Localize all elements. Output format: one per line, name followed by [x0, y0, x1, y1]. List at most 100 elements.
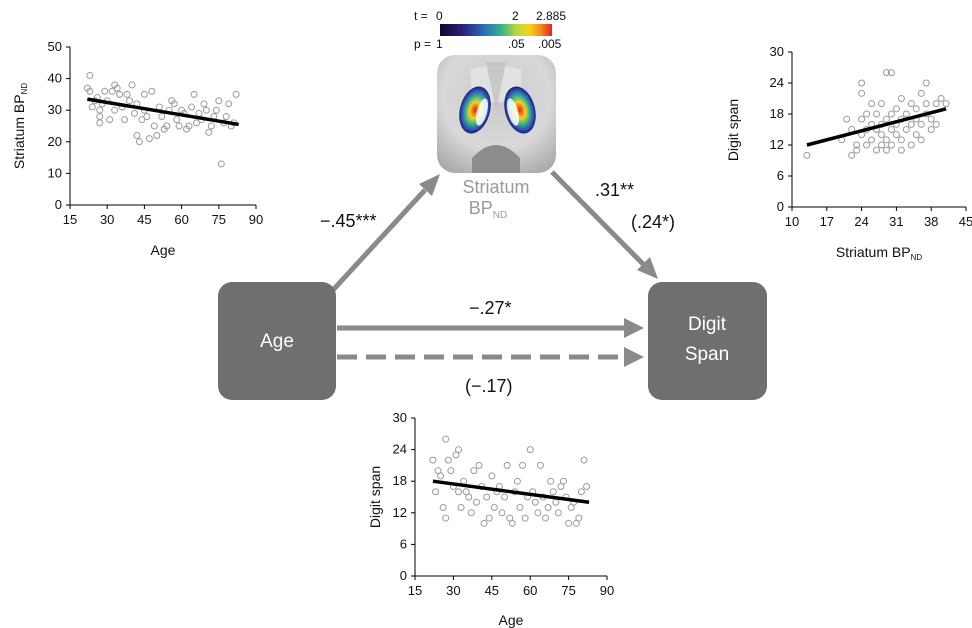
data-point	[912, 105, 920, 113]
data-point	[175, 122, 183, 130]
data-point	[853, 146, 861, 154]
data-point	[583, 482, 591, 490]
data-point	[912, 131, 920, 139]
data-point	[917, 136, 925, 144]
data-point	[190, 90, 198, 98]
data-point	[937, 95, 945, 102]
data-point	[577, 488, 585, 496]
data-point	[200, 100, 208, 108]
data-point	[892, 105, 900, 113]
data-point	[483, 493, 491, 501]
node-age-label: Age	[260, 331, 294, 352]
data-point	[185, 122, 193, 130]
x-tick-label: 15	[63, 212, 77, 227]
x-tick-label: 38	[924, 214, 938, 229]
data-point	[887, 126, 895, 133]
y-tick-label: 18	[393, 473, 407, 488]
scatter-age-vs-digitspan: 15 30 45 60 75 90 0 6 12 18 24 30 Age Digit span	[367, 410, 614, 628]
data-point	[153, 131, 161, 139]
colorbar-p-label: p =	[414, 37, 431, 51]
y-axis-title: Digit span	[367, 466, 383, 528]
data-point	[513, 477, 521, 485]
data-point	[534, 509, 542, 517]
data-point	[877, 141, 885, 149]
colorbar-t-tick-0: 0	[436, 9, 443, 23]
data-point	[215, 97, 223, 105]
data-point	[126, 97, 134, 105]
data-point	[877, 100, 885, 108]
data-point	[887, 110, 895, 118]
node-digit-span: Digit Span	[648, 282, 767, 400]
y-axis-title: Striatum BPND	[11, 83, 29, 169]
data-point	[498, 509, 506, 517]
x-tick-label: 17	[820, 214, 834, 229]
colorbar-p-tick-1: 1	[436, 37, 443, 51]
y-tick-label: 6	[400, 536, 407, 551]
data-point	[217, 160, 225, 168]
data-point	[877, 131, 885, 139]
data-point	[158, 113, 166, 121]
data-point	[927, 126, 935, 133]
data-point	[516, 504, 524, 512]
data-point	[897, 95, 905, 102]
data-point	[212, 106, 220, 114]
data-point	[202, 106, 210, 114]
data-point	[442, 435, 450, 443]
data-point	[501, 493, 509, 501]
data-point	[863, 110, 871, 118]
regression-line	[806, 107, 947, 147]
data-point	[470, 467, 478, 475]
path-b-coefficient: .31**	[595, 180, 634, 200]
regression-line	[87, 97, 239, 127]
data-point	[192, 119, 200, 127]
data-point	[858, 89, 866, 97]
data-point	[882, 146, 890, 154]
x-tick-label: 24	[854, 214, 868, 229]
data-point	[887, 69, 895, 77]
node-digit-span-line1: Digit	[688, 314, 727, 335]
y-tick-label: 30	[48, 102, 62, 117]
x-tick-label: 45	[485, 583, 499, 598]
x-tick-label: 75	[212, 212, 226, 227]
x-tick-label: 90	[600, 583, 614, 598]
data-point	[86, 87, 94, 95]
striatum-label-line1: Striatum	[462, 177, 529, 197]
y-tick-label: 30	[393, 410, 407, 425]
data-point	[88, 103, 96, 111]
node-digit-span-line2: Span	[685, 344, 729, 365]
y-tick-label: 6	[777, 168, 784, 183]
data-point	[96, 119, 104, 127]
data-point	[863, 141, 871, 149]
data-point	[559, 477, 567, 485]
scatter-age-vs-striatum: 15 30 45 60 75 90 0 10 20 30 40 50 Age Striatum BPND	[11, 39, 263, 258]
data-point	[163, 122, 171, 130]
data-point	[442, 514, 450, 522]
data-point	[519, 461, 527, 469]
data-point	[455, 488, 463, 496]
data-point	[457, 504, 465, 512]
data-point	[465, 493, 473, 501]
arrowhead-total-effect	[624, 318, 644, 338]
data-point	[521, 514, 529, 522]
data-point	[123, 90, 131, 98]
scatter-striatum-vs-digitspan: 10 17 24 31 38 45 0 6 12 18 24 30 Striatum BPND Digit…	[725, 44, 972, 262]
data-point	[447, 467, 455, 475]
data-point	[143, 113, 151, 121]
data-point	[133, 131, 141, 139]
x-tick-label: 60	[174, 212, 188, 227]
data-point	[547, 477, 555, 485]
data-point	[897, 146, 905, 154]
data-point	[101, 87, 109, 95]
data-point	[580, 456, 588, 464]
x-tick-label: 15	[408, 583, 422, 598]
y-tick-label: 40	[48, 71, 62, 86]
path-c-direct-coefficient: (−.17)	[465, 376, 513, 396]
data-point	[444, 456, 452, 464]
data-point	[549, 488, 557, 496]
data-point	[145, 135, 153, 143]
colorbar-t-label: t =	[414, 9, 428, 23]
data-point	[853, 141, 861, 149]
x-tick-label: 31	[889, 214, 903, 229]
data-point	[195, 109, 203, 117]
x-axis-title: Age	[151, 242, 176, 258]
